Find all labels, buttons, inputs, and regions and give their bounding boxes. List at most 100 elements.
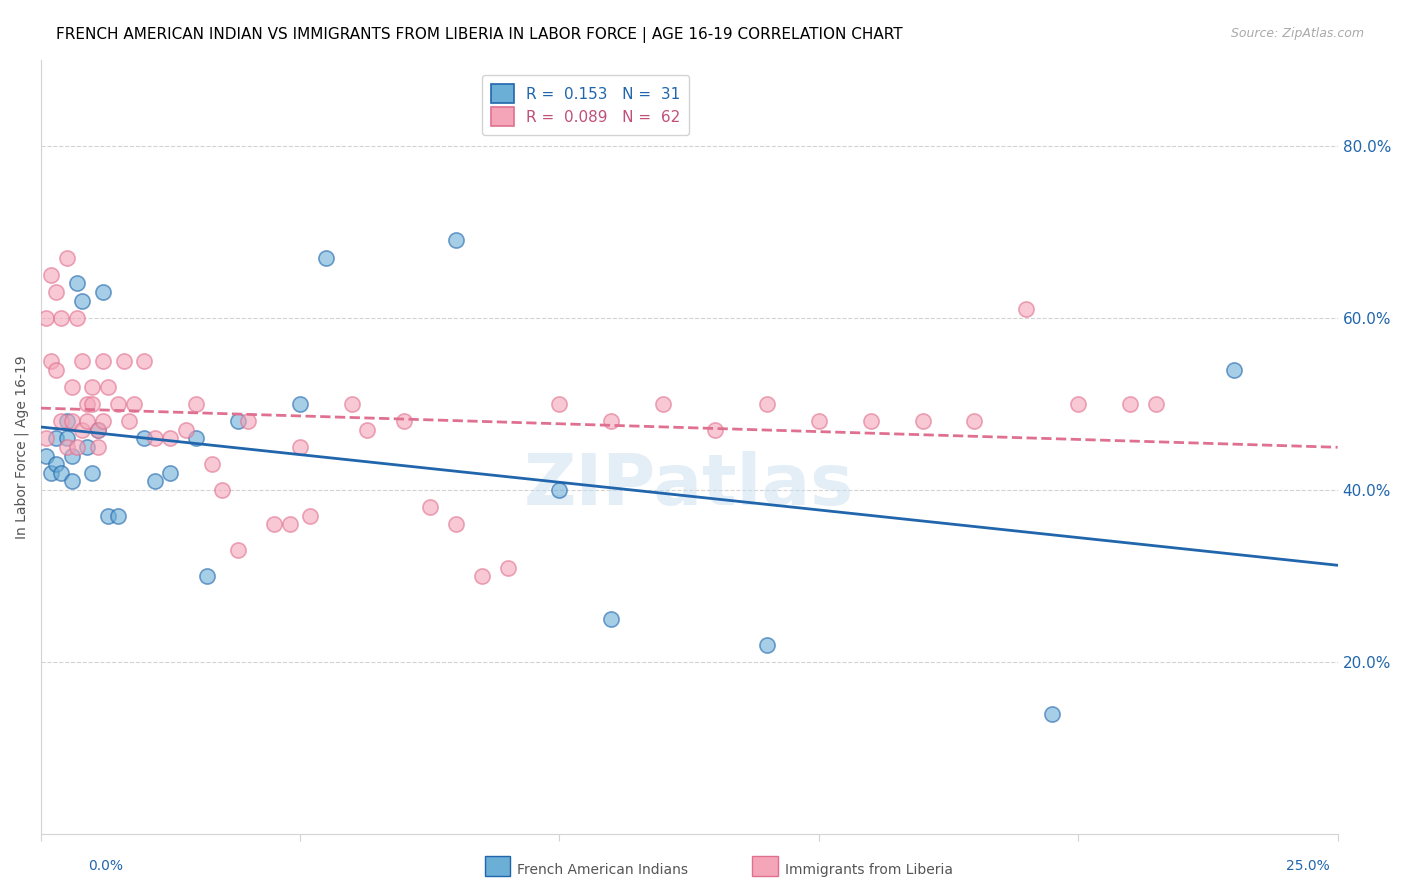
Point — [86, 440, 108, 454]
Point — [288, 440, 311, 454]
Point — [1223, 362, 1246, 376]
Point — [76, 414, 98, 428]
Point — [70, 293, 93, 308]
Point — [45, 362, 67, 376]
Point — [159, 431, 181, 445]
Point — [226, 414, 249, 428]
Point — [134, 354, 156, 368]
Point — [107, 397, 129, 411]
Point — [91, 285, 114, 299]
Point — [66, 310, 89, 325]
Text: 0.0%: 0.0% — [89, 859, 122, 872]
Point — [226, 543, 249, 558]
Point — [278, 517, 301, 532]
Point — [496, 560, 519, 574]
Point — [82, 397, 104, 411]
Point — [39, 466, 62, 480]
Point — [288, 397, 311, 411]
Point — [91, 354, 114, 368]
Legend: R =  0.153   N =  31, R =  0.089   N =  62: R = 0.153 N = 31, R = 0.089 N = 62 — [481, 75, 689, 136]
Point — [236, 414, 259, 428]
Point — [174, 423, 197, 437]
Point — [39, 354, 62, 368]
Point — [55, 414, 77, 428]
Point — [471, 569, 494, 583]
Point — [60, 414, 83, 428]
Point — [444, 233, 467, 247]
Point — [755, 638, 778, 652]
Point — [299, 508, 322, 523]
Y-axis label: In Labor Force | Age 16-19: In Labor Force | Age 16-19 — [15, 355, 30, 539]
Point — [82, 380, 104, 394]
Point — [76, 397, 98, 411]
Point — [201, 457, 224, 471]
Point — [91, 414, 114, 428]
Text: 25.0%: 25.0% — [1285, 859, 1330, 872]
Point — [45, 431, 67, 445]
Point — [211, 483, 233, 497]
Point — [419, 500, 441, 515]
Point — [70, 423, 93, 437]
Point — [45, 285, 67, 299]
Point — [70, 354, 93, 368]
Point — [356, 423, 378, 437]
Point — [1067, 397, 1090, 411]
Point — [1040, 706, 1063, 721]
Point — [112, 354, 135, 368]
Point — [134, 431, 156, 445]
Point — [444, 517, 467, 532]
Point — [60, 449, 83, 463]
Point — [55, 431, 77, 445]
Point — [51, 414, 73, 428]
Text: FRENCH AMERICAN INDIAN VS IMMIGRANTS FROM LIBERIA IN LABOR FORCE | AGE 16-19 COR: FRENCH AMERICAN INDIAN VS IMMIGRANTS FRO… — [56, 27, 903, 43]
Point — [35, 310, 58, 325]
Point — [963, 414, 986, 428]
Point — [159, 466, 181, 480]
Point — [55, 440, 77, 454]
Point — [66, 440, 89, 454]
Point — [186, 431, 208, 445]
Point — [911, 414, 934, 428]
Point — [340, 397, 363, 411]
Point — [35, 431, 58, 445]
Point — [859, 414, 882, 428]
Point — [600, 612, 623, 626]
Point — [195, 569, 218, 583]
Point — [45, 457, 67, 471]
Text: ZIPatlas: ZIPatlas — [524, 451, 855, 520]
Point — [55, 251, 77, 265]
Point — [807, 414, 830, 428]
Point — [97, 508, 120, 523]
Point — [652, 397, 675, 411]
Point — [60, 380, 83, 394]
Text: Source: ZipAtlas.com: Source: ZipAtlas.com — [1230, 27, 1364, 40]
Point — [60, 475, 83, 489]
Text: French American Indians: French American Indians — [517, 863, 689, 877]
Point — [39, 268, 62, 282]
Text: Immigrants from Liberia: Immigrants from Liberia — [785, 863, 952, 877]
Point — [548, 397, 571, 411]
Point — [51, 466, 73, 480]
Point — [35, 449, 58, 463]
Point — [97, 380, 120, 394]
Point — [392, 414, 415, 428]
Point — [548, 483, 571, 497]
Point — [1015, 302, 1038, 317]
Point — [143, 475, 166, 489]
Point — [315, 251, 337, 265]
Point — [263, 517, 285, 532]
Point — [143, 431, 166, 445]
Point — [107, 508, 129, 523]
Point — [1144, 397, 1167, 411]
Point — [82, 466, 104, 480]
Point — [704, 423, 727, 437]
Point — [86, 423, 108, 437]
Point — [86, 423, 108, 437]
Point — [118, 414, 141, 428]
Point — [600, 414, 623, 428]
Point — [66, 277, 89, 291]
Point — [51, 310, 73, 325]
Point — [1119, 397, 1142, 411]
Point — [76, 440, 98, 454]
Point — [122, 397, 145, 411]
